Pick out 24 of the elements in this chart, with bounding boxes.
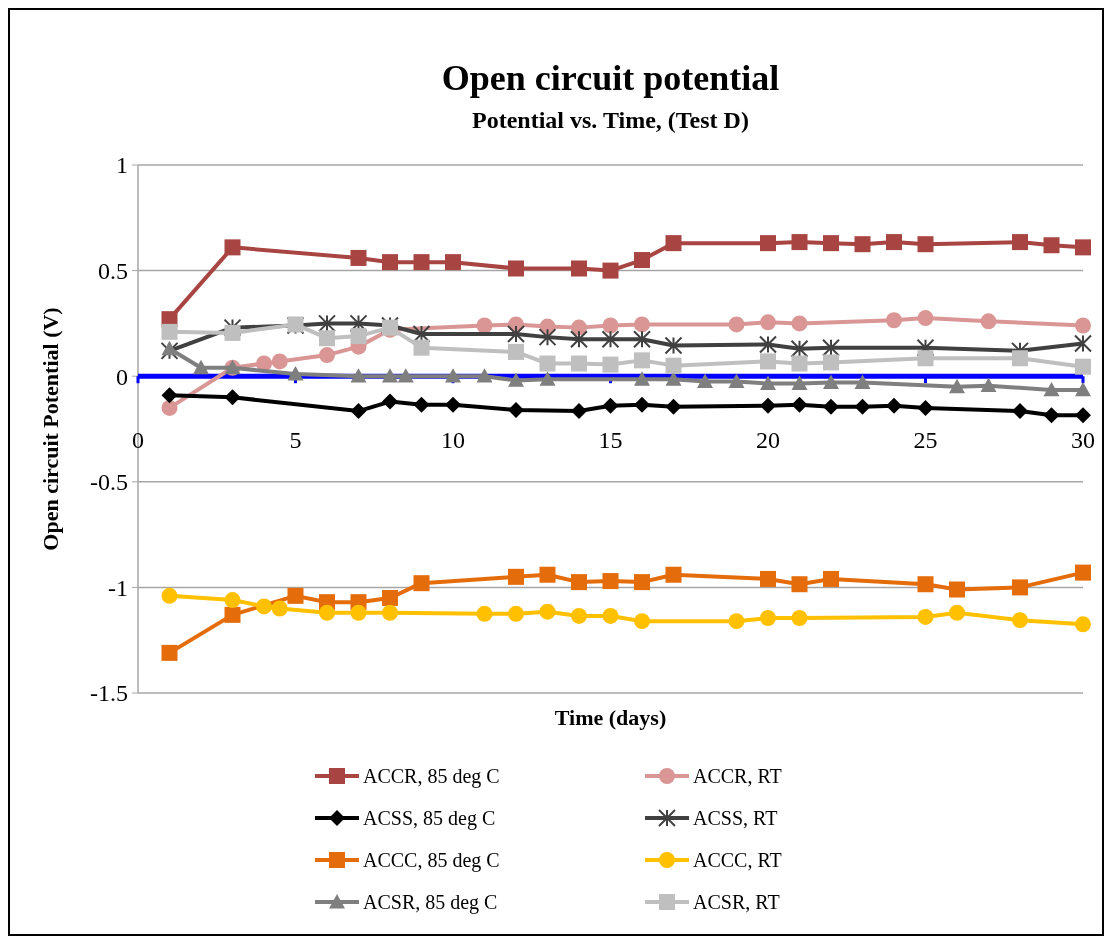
x-tick-label: 30: [1071, 427, 1095, 454]
legend-label: ACSR, RT: [693, 891, 780, 913]
legend-label: ACCC, RT: [693, 849, 782, 871]
y-tick-label: -1: [108, 574, 128, 601]
legend-label: ACCR, RT: [693, 765, 782, 787]
legend-label: ACSS, RT: [693, 807, 778, 829]
x-axis-title: Time (days): [554, 705, 667, 730]
legend-label: ACCC, 85 deg C: [363, 849, 500, 872]
legend-label: ACSR, 85 deg C: [363, 891, 498, 914]
y-tick-label: 0.5: [98, 258, 128, 284]
x-tick-label: 5: [289, 427, 302, 454]
legend-label: ACCR, 85 deg C: [363, 765, 500, 788]
y-tick-label: 1: [116, 152, 128, 179]
y-tick-label: -1.5: [90, 680, 128, 707]
x-tick-label: 10: [441, 427, 465, 454]
chart-subtitle: Potential vs. Time, (Test D): [472, 107, 749, 133]
x-tick-label: 25: [913, 427, 938, 454]
y-tick-label: -0.5: [90, 469, 128, 496]
x-tick-label: 20: [756, 427, 780, 454]
x-tick-label: 15: [598, 427, 623, 454]
legend-label: ACSS, 85 deg C: [363, 807, 496, 830]
y-tick-label: 0: [116, 363, 128, 390]
y-axis-title: Open circuit Potential (V): [38, 307, 63, 551]
chart-title: Open circuit potential: [441, 58, 780, 98]
